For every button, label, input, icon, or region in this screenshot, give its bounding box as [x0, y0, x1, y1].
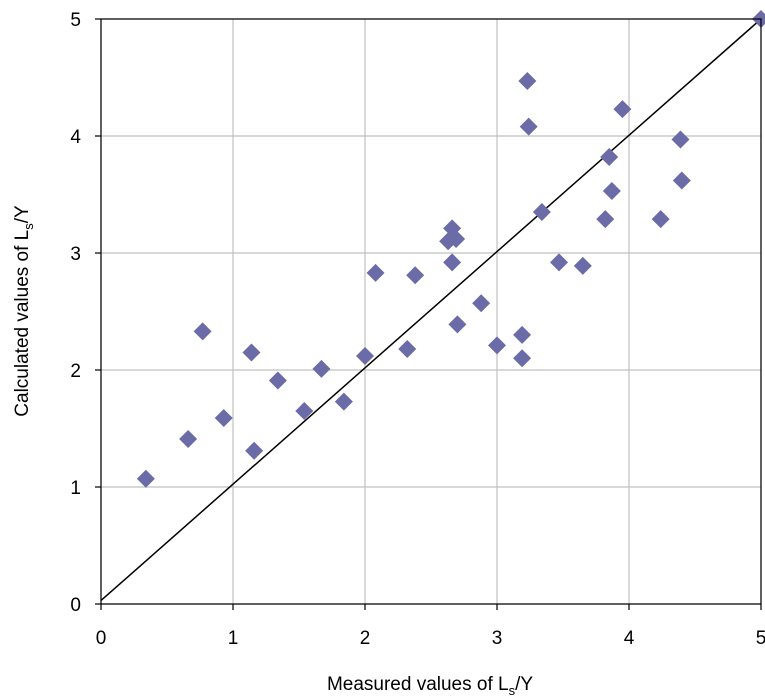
y-tick-label: 3 [70, 244, 81, 265]
data-point [600, 148, 619, 167]
data-point [334, 392, 353, 411]
x-tick-label: 3 [492, 628, 503, 649]
y-axis-title: Calculated values of Ls/Y [12, 205, 36, 417]
data-point [672, 171, 691, 190]
x-axis-title: Measured values of Ls/Y [327, 674, 533, 697]
data-point [366, 263, 385, 282]
x-axis-title-subscript: s [509, 683, 516, 697]
data-point [245, 441, 264, 460]
data-point [398, 339, 417, 358]
data-point [443, 253, 462, 272]
data-point [518, 72, 537, 91]
y-tick-label: 4 [70, 127, 81, 148]
x-tick-label: 2 [360, 628, 371, 649]
data-point [312, 359, 331, 378]
x-axis-ticks: 0 1 2 3 4 5 [96, 604, 765, 649]
data-points [136, 10, 765, 488]
data-point [295, 401, 314, 420]
data-point [550, 253, 569, 272]
y-tick-label: 2 [70, 361, 81, 382]
data-point [513, 325, 532, 344]
data-point [596, 210, 615, 229]
data-point [513, 349, 532, 368]
data-point [356, 346, 374, 365]
y-tick-label: 1 [70, 478, 81, 499]
x-tick-label: 1 [228, 628, 239, 649]
data-point [406, 266, 425, 285]
data-point [573, 256, 592, 275]
x-axis-title-main: Measured values of L [327, 674, 509, 695]
y-tick-label: 5 [70, 10, 81, 31]
x-tick-label: 0 [96, 628, 107, 649]
y-axis-title-suffix: /Y [12, 205, 33, 223]
plot-area-border [100, 18, 762, 605]
data-point [268, 371, 287, 390]
data-point [136, 469, 155, 488]
reference-line [100, 18, 762, 602]
x-tick-label: 4 [624, 628, 635, 649]
data-point [651, 210, 670, 229]
data-point [671, 130, 690, 149]
x-axis-title-suffix: /Y [515, 674, 533, 695]
data-point [179, 430, 198, 449]
data-point [488, 336, 506, 355]
data-point [242, 343, 261, 362]
data-point [214, 408, 233, 427]
y-axis-ticks: 0 1 2 3 4 5 [70, 10, 101, 616]
data-point [448, 315, 467, 334]
data-point [532, 203, 551, 222]
data-point [519, 117, 538, 136]
data-point [472, 294, 491, 313]
y-axis-title-subscript: s [21, 223, 36, 230]
x-tick-label: 5 [756, 628, 765, 649]
data-point [447, 229, 466, 248]
data-point [193, 322, 212, 341]
y-tick-label: 0 [70, 595, 81, 616]
data-point [602, 181, 621, 200]
data-point [613, 100, 632, 119]
y-axis-title-main: Calculated values of L [12, 230, 33, 417]
